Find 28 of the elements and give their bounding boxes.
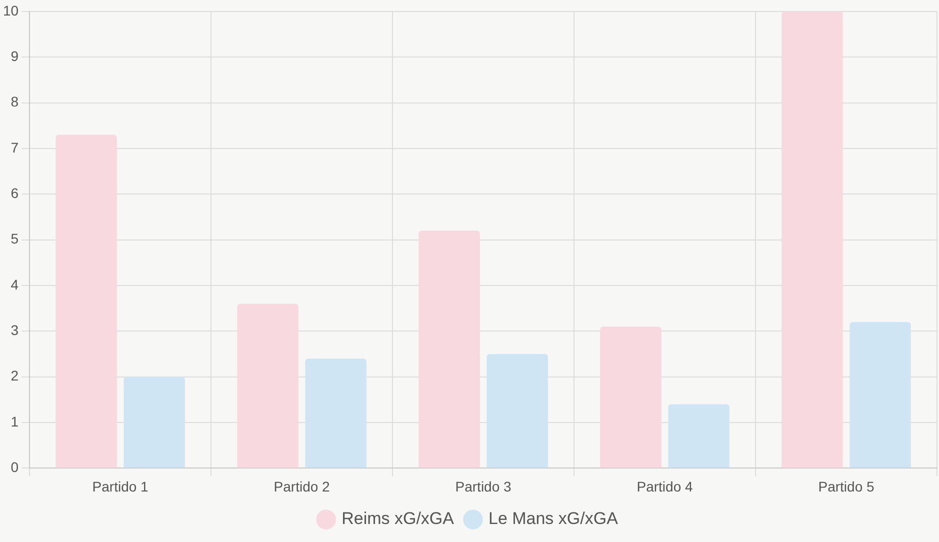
y-tick-label: 7 (10, 139, 19, 156)
y-tick-label: 10 (2, 2, 19, 18)
bar (668, 404, 730, 468)
y-tick-label: 8 (10, 94, 19, 110)
y-tick-label: 6 (10, 184, 19, 201)
x-tick-label: Partido 4 (636, 478, 693, 494)
y-tick-label: 9 (10, 48, 19, 64)
bar (850, 322, 911, 468)
y-tick-label: 0 (10, 459, 19, 476)
y-tick-label: 1 (10, 413, 19, 430)
y-tick-label: 5 (10, 230, 19, 247)
x-tick-label: Partido 3 (455, 478, 512, 494)
bar (600, 326, 662, 468)
y-tick-label: 3 (10, 322, 19, 338)
bar (124, 376, 185, 468)
bar (305, 358, 366, 468)
bar (56, 134, 117, 468)
bar (782, 11, 843, 468)
legend-label: Le Mans xG/xGA (488, 509, 619, 528)
bar (237, 304, 298, 468)
x-tick-label: Partido 1 (92, 478, 149, 494)
y-tick-label: 4 (10, 276, 19, 292)
bar (418, 230, 480, 468)
x-tick-label: Partido 5 (818, 478, 874, 494)
legend-label: Reims xG/xGA (342, 509, 455, 528)
y-tick-label: 2 (10, 368, 19, 384)
x-tick-label: Partido 2 (274, 478, 330, 494)
bar (486, 354, 548, 468)
